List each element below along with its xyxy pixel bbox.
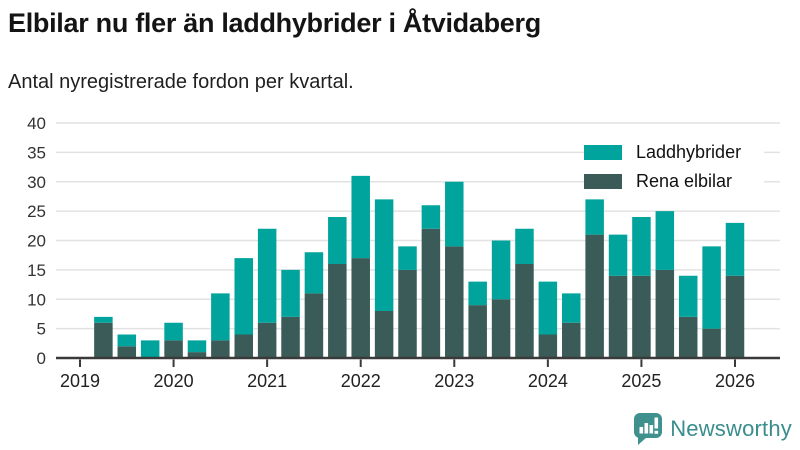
legend: Laddhybrider Rena elbilar: [584, 138, 764, 196]
bar-segment-rena-elbilar: [725, 275, 745, 358]
legend-item-laddhybrider: Laddhybrider: [584, 138, 764, 167]
bar-segment-laddhybrider: [140, 340, 160, 358]
bar-segment-rena-elbilar: [257, 322, 277, 358]
legend-swatch-rena-elbilar: [584, 174, 622, 189]
bar-segment-rena-elbilar: [374, 311, 394, 358]
bar-segment-rena-elbilar: [585, 234, 604, 358]
x-tick-label: 2022: [341, 371, 381, 391]
bar-segment-laddhybrider: [281, 269, 300, 317]
legend-label-rena-elbilar: Rena elbilar: [636, 171, 733, 191]
bar-segment-rena-elbilar: [468, 305, 487, 358]
bar-segment-laddhybrider: [515, 228, 534, 264]
bar-segment-rena-elbilar: [304, 293, 324, 358]
bar-segment-laddhybrider: [702, 246, 721, 329]
y-tick-label: 25: [27, 202, 46, 221]
bar-segment-laddhybrider: [211, 293, 230, 341]
bar-segment-laddhybrider: [328, 217, 347, 264]
bar-segment-rena-elbilar: [702, 328, 721, 358]
legend-label-laddhybrider: Laddhybrider: [636, 142, 742, 162]
bar-segment-laddhybrider: [585, 199, 604, 235]
bar-segment-rena-elbilar: [234, 334, 253, 358]
bar-segment-rena-elbilar: [117, 346, 137, 358]
bar-segment-laddhybrider: [257, 228, 277, 323]
page-title: Elbilar nu fler än laddhybrider i Åtvida…: [8, 8, 541, 38]
bar-segment-rena-elbilar: [187, 352, 207, 358]
x-tick-label: 2019: [60, 371, 100, 391]
bar-segment-rena-elbilar: [491, 299, 511, 358]
bar-segment-rena-elbilar: [655, 269, 675, 358]
bar-segment-laddhybrider: [421, 205, 441, 229]
y-tick-label: 10: [27, 290, 46, 309]
y-tick-label: 35: [27, 143, 46, 162]
bar-segment-rena-elbilar: [398, 269, 417, 358]
bar-segment-laddhybrider: [725, 222, 745, 276]
bar-segment-rena-elbilar: [421, 228, 441, 358]
bar-segment-rena-elbilar: [164, 340, 183, 358]
bar-segment-rena-elbilar: [328, 264, 347, 358]
x-tick-label: 2021: [247, 371, 287, 391]
bar-segment-rena-elbilar: [632, 275, 651, 358]
y-tick-label: 30: [27, 173, 46, 192]
bar-segment-rena-elbilar: [538, 334, 558, 358]
bar-segment-rena-elbilar: [94, 322, 113, 358]
x-tick-label: 2023: [434, 371, 474, 391]
bar-segment-laddhybrider: [445, 181, 464, 247]
y-tick-label: 20: [27, 232, 46, 251]
y-tick-label: 15: [27, 261, 46, 280]
bar-segment-rena-elbilar: [562, 322, 581, 358]
bar-segment-laddhybrider: [678, 275, 698, 317]
x-tick-label: 2020: [154, 371, 194, 391]
y-tick-label: 5: [37, 320, 46, 339]
bar-segment-laddhybrider: [632, 217, 651, 276]
x-tick-label: 2025: [621, 371, 661, 391]
bar-segment-rena-elbilar: [351, 258, 370, 358]
chart-subtitle: Antal nyregistrerade fordon per kvartal.: [8, 71, 354, 93]
x-tick-label: 2026: [715, 371, 755, 391]
legend-swatch-laddhybrider: [584, 145, 622, 160]
bar-segment-laddhybrider: [304, 252, 324, 294]
bar-segment-laddhybrider: [234, 258, 253, 335]
y-tick-label: 0: [37, 349, 46, 368]
bar-segment-laddhybrider: [164, 322, 183, 341]
bar-segment-laddhybrider: [608, 234, 628, 276]
bar-segment-laddhybrider: [351, 175, 370, 259]
bar-segment-laddhybrider: [187, 340, 207, 353]
bar-segment-laddhybrider: [655, 211, 675, 270]
x-tick-label: 2024: [528, 371, 568, 391]
bar-segment-laddhybrider: [374, 199, 394, 311]
bar-segment-laddhybrider: [94, 316, 113, 323]
brand-name: Newsworthy: [670, 416, 792, 441]
bar-segment-rena-elbilar: [281, 316, 300, 358]
legend-item-rena-elbilar: Rena elbilar: [584, 167, 764, 196]
bar-segment-laddhybrider: [491, 240, 511, 300]
bar-segment-laddhybrider: [538, 281, 558, 335]
newsworthy-logo-icon: [634, 413, 663, 445]
bar-segment-rena-elbilar: [515, 264, 534, 358]
bar-segment-rena-elbilar: [445, 246, 464, 358]
bar-segment-rena-elbilar: [678, 316, 698, 358]
bar-segment-laddhybrider: [562, 293, 581, 323]
bar-segment-laddhybrider: [468, 281, 487, 306]
bar-segment-rena-elbilar: [211, 340, 230, 358]
bar-segment-rena-elbilar: [608, 275, 628, 358]
y-tick-label: 40: [27, 114, 46, 133]
bar-segment-laddhybrider: [398, 246, 417, 270]
bar-segment-laddhybrider: [117, 334, 137, 347]
brand-footer: Newsworthy: [633, 412, 792, 446]
